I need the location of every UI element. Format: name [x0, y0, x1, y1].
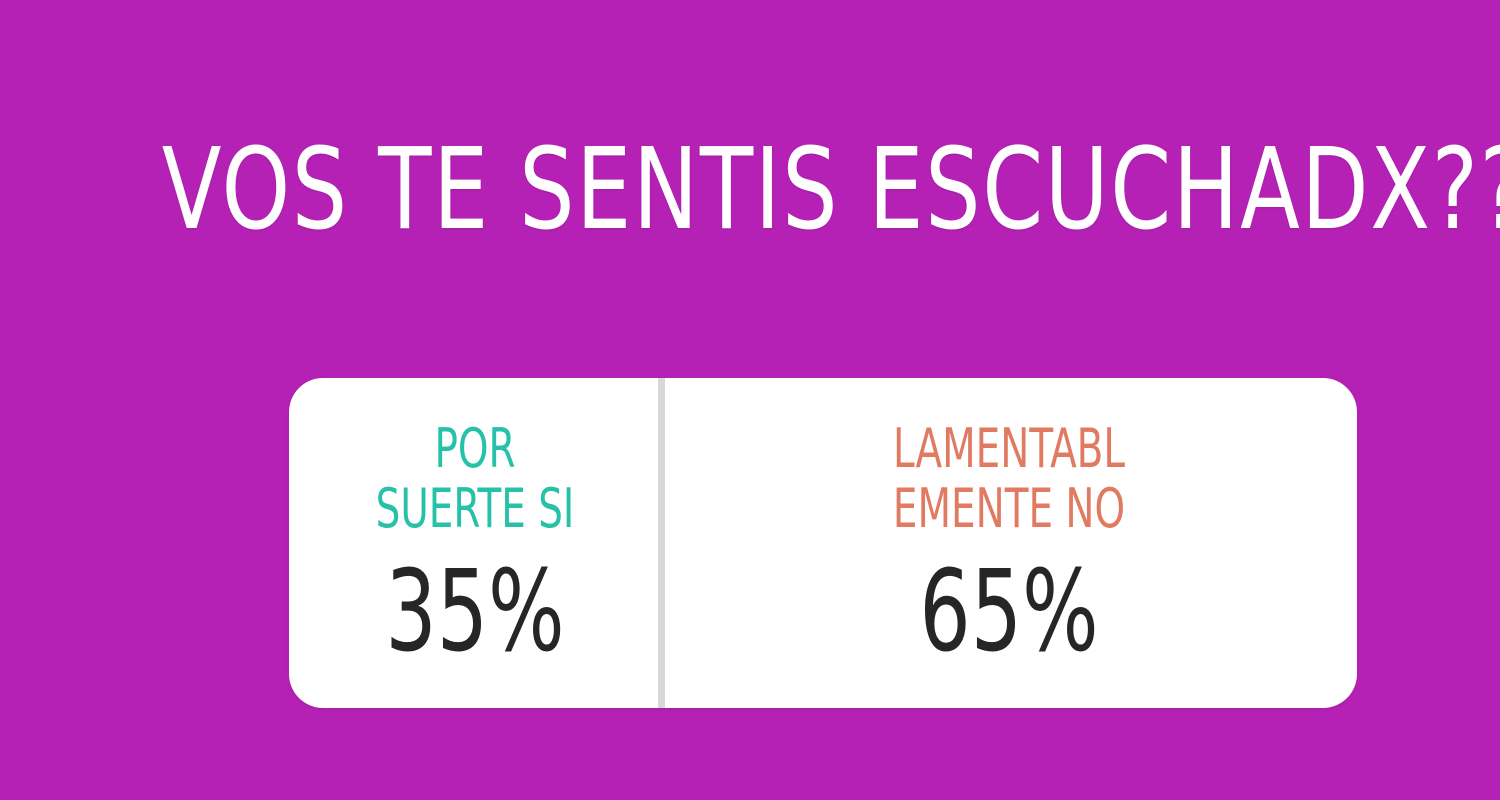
poll-question: VOS TE SENTIS ESCUCHADX?? — [161, 125, 1500, 255]
poll-option-yes-label-line-2: SUERTE SI — [375, 477, 575, 540]
poll-option-no-label-line-1: LAMENTABL — [892, 417, 1125, 480]
poll-option-no-percent: 65% — [919, 547, 1099, 677]
poll-option-yes-label-line-1: POR — [434, 417, 516, 480]
poll-option-no-label-line-2: EMENTE NO — [892, 477, 1126, 540]
poll-divider — [658, 378, 665, 708]
poll-option-yes[interactable]: POR SUERTE SI 35% — [289, 378, 661, 708]
poll-option-yes-percent: 35% — [385, 547, 565, 677]
poll-option-no[interactable]: LAMENTABL EMENTE NO 65% — [661, 378, 1357, 708]
poll-sticker: POR SUERTE SI 35% LAMENTABL EMENTE NO 65… — [289, 378, 1357, 708]
